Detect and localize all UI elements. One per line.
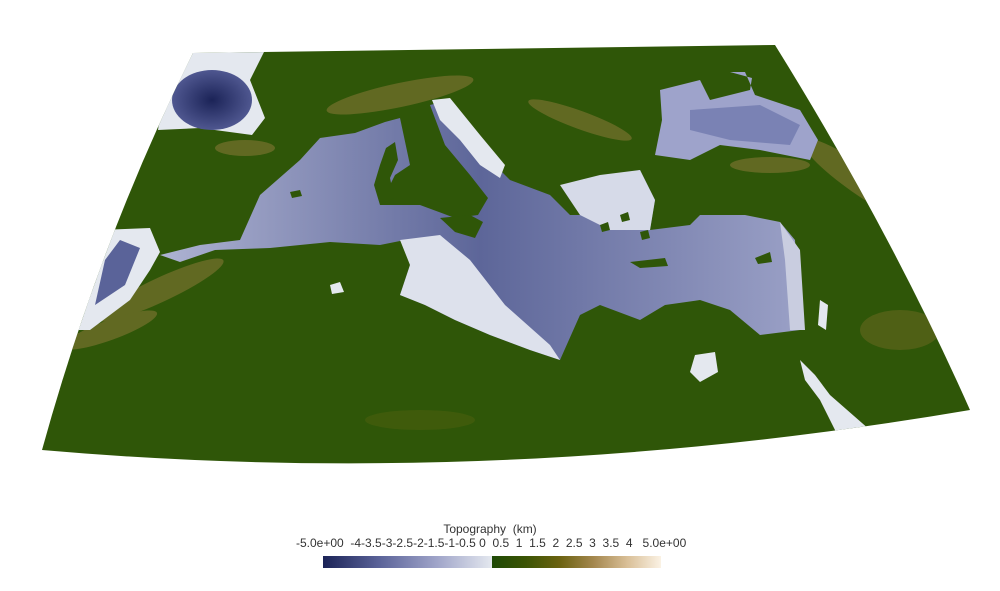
red-sea (800, 360, 870, 440)
corsica-sardinia (374, 142, 398, 205)
lake-africa (330, 282, 344, 294)
legend-tick-labels: -5.0e+00 -4-3.5-3-2.5-2-1.5-1-0.5 0 0.5 … (296, 536, 687, 550)
legend-title: Topography (km) (443, 522, 537, 536)
sicily (440, 215, 483, 238)
balearic-island (290, 190, 302, 198)
aegean-islands (600, 212, 650, 240)
mediterranean-sea (160, 100, 800, 360)
colorbar-legend: Topography (km) -5.0e+00 -4-3.5-3-2.5-2-… (290, 522, 700, 572)
lake-near-sinai (690, 352, 718, 382)
colorbar (323, 556, 661, 568)
cyprus (755, 252, 772, 264)
colorbar-positive (492, 556, 661, 568)
crete (630, 258, 668, 268)
adriatic-sea (432, 98, 505, 178)
colorbar-negative (323, 556, 492, 568)
levant-water (818, 300, 828, 330)
